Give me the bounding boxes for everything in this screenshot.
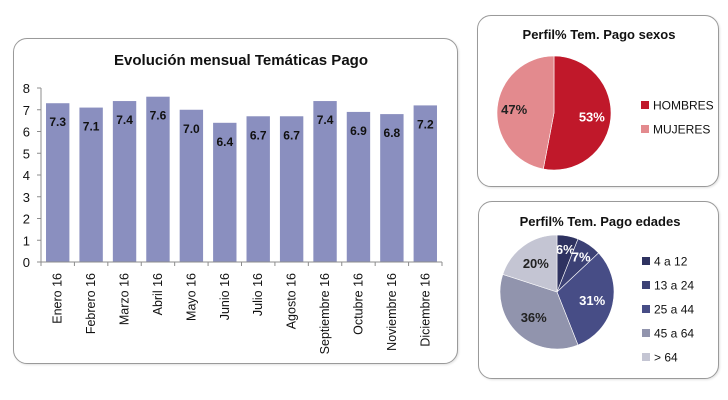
bar xyxy=(346,111,371,262)
bar xyxy=(246,116,270,263)
x-tick-label: Febrero 16 xyxy=(84,273,98,334)
y-tick-label: 6 xyxy=(23,125,30,140)
pie-data-label: 47% xyxy=(501,102,527,117)
pie-slice xyxy=(496,55,555,170)
age-pie-chart: Perfil% Tem. Pago edades 6%7% 31% 36% 20% 4… xyxy=(499,214,694,365)
legend-label: HOMBRES xyxy=(653,99,714,113)
legend-label: 4 a 12 xyxy=(654,255,688,269)
pie-data-label: 53% xyxy=(579,110,605,125)
sex-profile-chart-panel: Perfil% Tem. Pago sexos 53% 47% HOMBRES MU… xyxy=(477,15,719,187)
pie-data-label: 6% xyxy=(556,242,575,257)
x-tick-label: Junio 16 xyxy=(218,273,232,320)
y-tick-label: 3 xyxy=(23,190,30,205)
y-tick-label: 2 xyxy=(23,212,30,227)
pie-data-label: 20% xyxy=(523,256,549,271)
bar-value-label: 6.7 xyxy=(250,128,267,142)
y-axis: 0 1 2 3 4 5 6 7 8 xyxy=(23,81,42,270)
bar-value-label: 6.8 xyxy=(384,126,401,140)
legend-swatch xyxy=(642,329,650,337)
legend-label: 13 a 24 xyxy=(654,279,694,293)
bar-value-label: 7.4 xyxy=(317,113,334,127)
pie-slice xyxy=(542,55,612,171)
pie-data-label: 36% xyxy=(521,310,547,325)
pie-slice xyxy=(556,252,615,346)
pie-data-label: 31% xyxy=(579,293,605,308)
y-tick-label: 0 xyxy=(23,255,30,270)
pie-data-label: 7% xyxy=(572,249,591,264)
x-tick-label: Agosto 16 xyxy=(285,273,299,329)
bar xyxy=(213,122,237,262)
legend-swatch xyxy=(642,281,650,289)
legend: 4 a 12 13 a 24 25 a 44 45 a 64 > 64 xyxy=(642,255,694,365)
legend: HOMBRES MUJERES xyxy=(641,99,714,137)
legend-label: MUJERES xyxy=(653,123,710,137)
bar xyxy=(79,107,103,262)
bar xyxy=(179,109,204,262)
x-tick-label: Abril 16 xyxy=(151,273,165,315)
bar-value-label: 6.9 xyxy=(350,124,367,138)
legend-swatch xyxy=(642,353,650,361)
y-tick-label: 5 xyxy=(23,146,30,161)
legend-swatch xyxy=(641,101,649,109)
x-tick-label: Marzo 16 xyxy=(118,273,132,325)
bar-value-label: 6.7 xyxy=(283,128,300,142)
x-tick-label: Noviembre 16 xyxy=(385,273,399,351)
bar-value-label: 7.3 xyxy=(49,115,66,129)
bar xyxy=(146,96,170,262)
y-tick-label: 7 xyxy=(23,103,30,118)
y-tick-label: 4 xyxy=(23,168,30,183)
pie-slice xyxy=(502,234,558,293)
bar-value-label: 6.4 xyxy=(216,135,233,149)
pie-slices: 6%7% 31% 36% 20% xyxy=(499,234,615,350)
x-tick-label: Enero 16 xyxy=(51,273,65,324)
x-tick-label: Septiembre 16 xyxy=(318,273,332,354)
bar-chart: Evolución mensual Temáticas Pago 0 1 2 3 4 5 6… xyxy=(23,52,443,354)
bar xyxy=(279,116,304,263)
bar xyxy=(112,101,137,262)
y-tick-label: 8 xyxy=(23,81,30,96)
legend-swatch xyxy=(642,305,650,313)
sex-pie-chart: Perfil% Tem. Pago sexos 53% 47% HOMBRES MU… xyxy=(496,27,714,171)
sex-pie-title: Perfil% Tem. Pago sexos xyxy=(523,27,676,42)
legend-label: 25 a 44 xyxy=(654,303,694,317)
bar-value-label: 7.1 xyxy=(83,120,100,134)
x-axis: Enero 16 Febrero 16 Marzo 16 Abril 16 Mayo 1… xyxy=(40,261,443,354)
monthly-evolution-chart-panel: Evolución mensual Temáticas Pago 0 1 2 3 4 5 6… xyxy=(13,38,458,364)
legend-swatch xyxy=(642,257,650,265)
bars: 7.3 7.1 7.4 7.6 7.0 6.4 6.7 6.7 7.4 6.9 6.8 7.2 xyxy=(46,96,437,263)
legend-swatch xyxy=(641,125,649,133)
x-tick-label: Mayo 16 xyxy=(184,273,198,321)
x-tick-label: Octubre 16 xyxy=(351,273,365,335)
bar-value-label: 7.2 xyxy=(417,117,434,131)
pie-slices: 53% 47% xyxy=(496,55,612,171)
bar-value-label: 7.6 xyxy=(150,109,167,123)
x-tick-label: Diciembre 16 xyxy=(418,273,432,347)
legend-label: 45 a 64 xyxy=(654,327,694,341)
legend-label: > 64 xyxy=(654,351,678,365)
bar xyxy=(313,101,337,262)
x-tick-label: Julio 16 xyxy=(251,273,265,316)
pie-slice xyxy=(499,274,579,350)
bar xyxy=(413,105,437,263)
bar-value-label: 7.0 xyxy=(183,122,200,136)
bar-chart-title: Evolución mensual Temáticas Pago xyxy=(114,52,368,69)
age-profile-chart-panel: Perfil% Tem. Pago edades 6% 7% 31% 36% 20% 4… xyxy=(478,201,719,379)
y-tick-label: 1 xyxy=(23,233,30,248)
bar-value-label: 7.4 xyxy=(116,113,133,127)
bar xyxy=(46,103,70,262)
bar xyxy=(380,114,404,262)
age-pie-title: Perfil% Tem. Pago edades xyxy=(520,214,681,229)
